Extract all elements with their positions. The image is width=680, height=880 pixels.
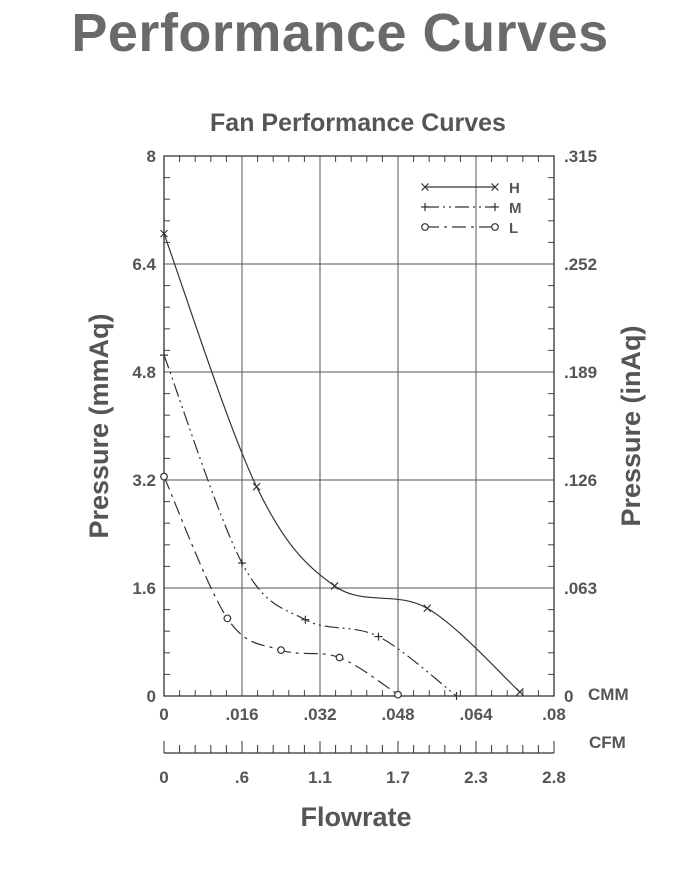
legend-label: M [509,200,522,217]
cfm-axis [163,741,555,754]
series-l-point [335,653,344,662]
legend-item-m: M [421,200,522,217]
x-cmm-tick-label: 0 [159,705,168,724]
legend-marker [491,223,499,231]
series-m-line [163,354,457,697]
y-right-tick-label: .063 [564,579,597,598]
x-cmm-tick-labels: 0 .016 .032 .048 .064 .08 [159,705,566,724]
plot-frame [163,155,555,697]
x-unit-cfm-label: CFM [589,733,626,752]
legend-item-l: L [421,220,518,237]
y-axis-left-label: Pressure (mmAq) [84,313,114,538]
legend-marker [421,223,429,231]
y-right-tick-labels: 0 .063 .126 .189 .252 .315 [564,147,597,706]
series-m-point [160,351,168,360]
series-m-point [374,632,383,641]
legend: HML [421,180,522,237]
x-cmm-tick-label: .016 [225,705,258,724]
x-cfm-tick-label: .6 [235,768,249,787]
series-h-point [423,604,432,613]
x-cfm-tick-labels: 0 .6 1.1 1.7 2.3 2.8 [159,768,566,787]
y-right-tick-label: .315 [564,147,597,166]
legend-marker [421,183,429,191]
legend-marker [421,203,429,211]
chart-title: Fan Performance Curves [210,109,506,137]
x-cfm-tick-label: 2.8 [542,768,566,787]
page-title: Performance Curves [71,3,609,63]
x-cfm-tick-label: 1.1 [308,768,332,787]
series-l-point [394,690,402,699]
y-left-tick-label: 4.8 [132,363,156,382]
series-h-point [330,582,339,590]
legend-marker [491,203,499,211]
series-m [160,351,461,700]
series-l-point [160,472,168,481]
x-cmm-tick-label: .048 [381,705,414,724]
x-unit-cmm-label: CMM [588,685,629,704]
series-h-line [163,233,521,693]
y-left-tick-labels: 0 1.6 3.2 4.8 6.4 8 [132,147,156,706]
y-right-tick-label: .189 [564,363,597,382]
x-axis-label: Flowrate [300,802,411,832]
legend-item-h: H [421,180,520,197]
y-left-tick-label: 0 [147,687,156,706]
series-h-point [515,688,524,696]
y-right-tick-label: .126 [564,471,597,490]
x-cmm-tick-label: .032 [303,705,336,724]
series-h-point [160,229,168,238]
y-left-tick-label: 1.6 [132,579,156,598]
series-h [160,229,524,696]
series-m-point [301,615,310,624]
series-l-line [163,476,399,696]
series-m-point [238,559,246,568]
y-left-tick-label: 6.4 [132,255,156,274]
x-cfm-tick-label: 2.3 [464,768,488,787]
x-cfm-tick-label: 0 [159,768,168,787]
series-h-point [252,482,261,491]
tick-marks [164,156,554,696]
grid-lines [164,156,554,696]
y-left-tick-label: 3.2 [132,471,156,490]
y-right-tick-label: 0 [564,687,573,706]
legend-label: L [509,220,518,237]
series-m-point [452,692,461,700]
legend-label: H [509,180,520,197]
y-right-tick-label: .252 [564,255,597,274]
series-l-point [277,646,285,654]
series-l [160,472,402,699]
series-layer [160,229,524,700]
y-axis-right-label: Pressure (inAq) [616,325,646,526]
x-cmm-tick-label: .064 [459,705,493,724]
x-cfm-tick-label: 1.7 [386,768,410,787]
y-left-tick-label: 8 [147,147,156,166]
legend-marker [491,183,499,191]
series-l-point [223,614,232,623]
x-cmm-tick-label: .08 [542,705,566,724]
